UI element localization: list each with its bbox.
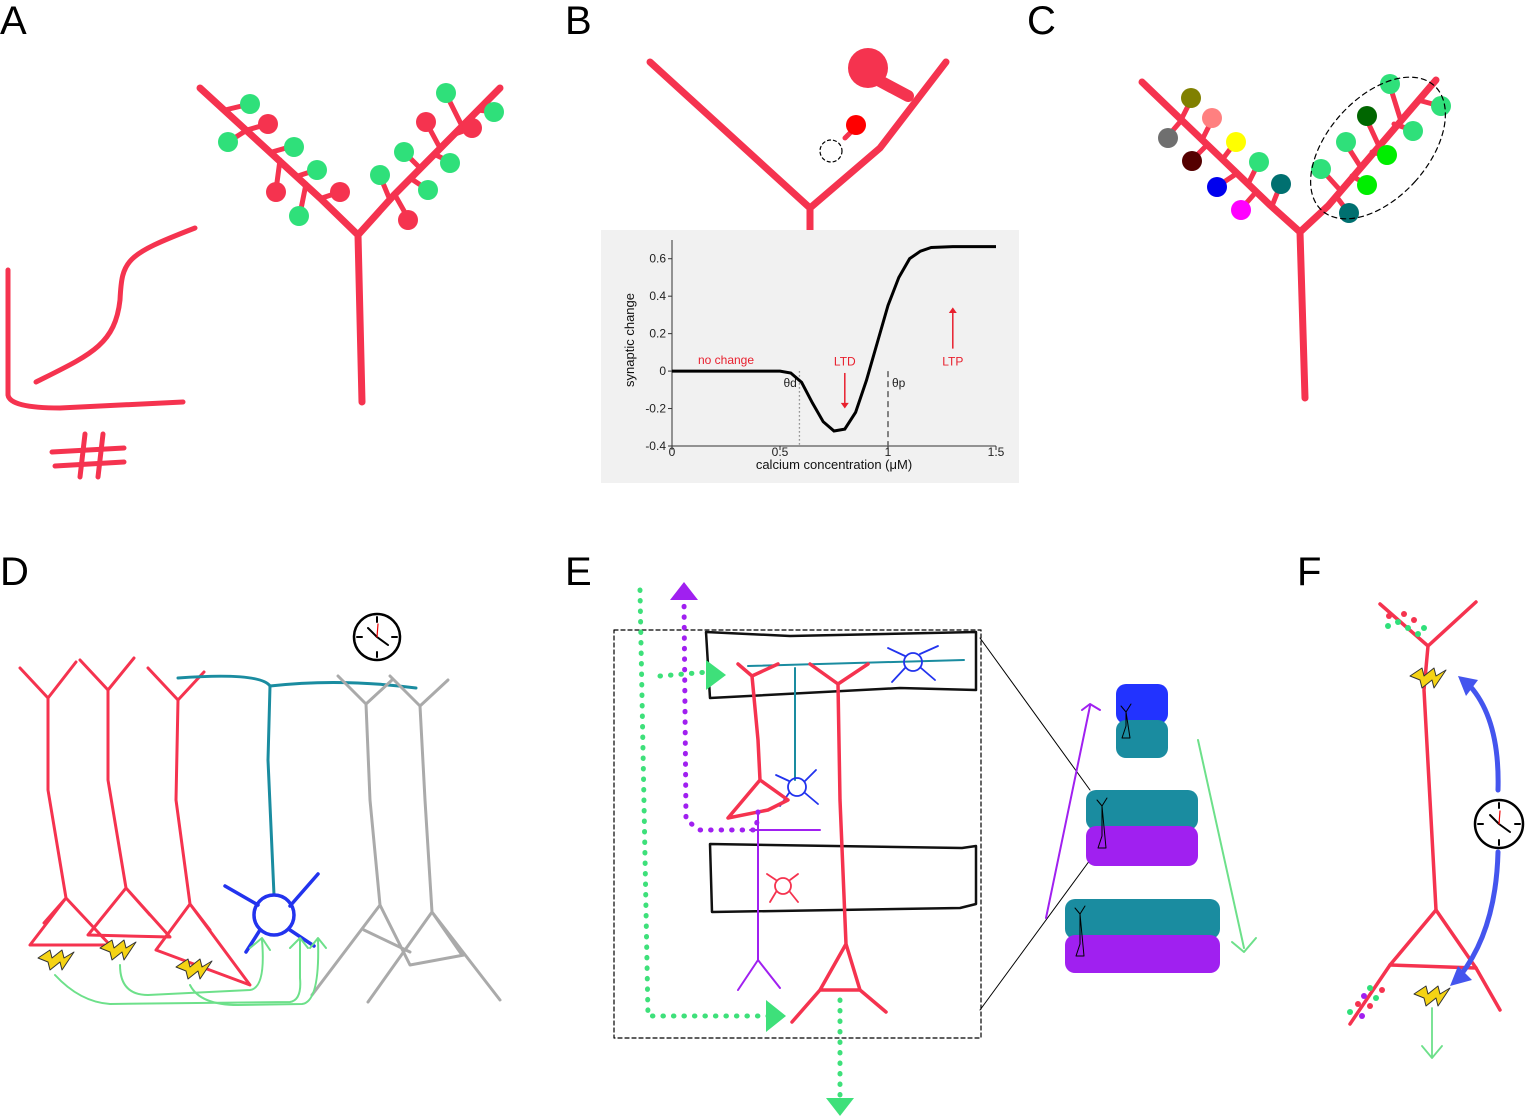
y-tick-label: 0.6 (649, 252, 666, 266)
top-down-bottom-up-arrows (1045, 703, 1257, 953)
ltd-arrowhead (840, 402, 849, 409)
panel-e (613, 582, 1257, 1116)
x-tick-label: 1 (885, 445, 892, 459)
dendrite-tree-c (1138, 76, 1440, 402)
y-ticks: 0.6 0.4 0.2 0 -0.2 -0.4 (645, 252, 672, 453)
clock-icon (352, 612, 402, 662)
spike-dots-bottom (1347, 985, 1385, 1019)
panel-label-e: E (565, 550, 592, 594)
interneuron-e (747, 659, 965, 781)
panel-b-dendrite (646, 48, 950, 234)
pyramidal-neurons-active (18, 656, 252, 987)
pyramidal-neurons-e (726, 662, 888, 1024)
plasticity-curve (672, 245, 996, 433)
arrowheads-e (670, 582, 854, 1116)
x-ticks: 0 0.5 1 1.5 (669, 445, 1005, 459)
spine-heads-c (1158, 74, 1451, 223)
axes-sketch (5, 267, 186, 411)
recurrent-feedback (54, 937, 327, 1006)
spike-dots-top (1385, 611, 1427, 637)
inhibitory-cells-e (775, 645, 939, 807)
x-axis-label: calcium concentration (μM) (756, 457, 912, 472)
inhibitory-neuron (223, 872, 320, 954)
y-axis-label: synaptic change (622, 293, 637, 387)
temporal-arrows (1457, 683, 1501, 979)
red-cell-e (766, 873, 799, 903)
panel-label-f: F (1297, 550, 1321, 594)
layer-stack (1065, 684, 1220, 973)
threshold-label: θp (892, 376, 906, 390)
x-tick-label: 1.5 (988, 445, 1005, 459)
lightning-icon (37, 939, 213, 980)
threshold-label: θd (783, 376, 796, 390)
annotation-ltp: LTP (942, 355, 963, 369)
annotation-ltd: LTD (834, 355, 856, 369)
green-dotted-paths (637, 587, 843, 1101)
chart-background (601, 230, 1019, 483)
lightning-icon (1409, 667, 1451, 1007)
threshold-lines: θd θp (783, 371, 906, 446)
ltp-arrowhead (948, 307, 957, 314)
chart-annotations: no change LTD LTP (698, 307, 963, 409)
y-tick-label: -0.2 (645, 402, 666, 416)
small-spine (846, 115, 866, 135)
clock-icon (1473, 798, 1525, 850)
calcium-plasticity-chart: 0.6 0.4 0.2 0 -0.2 -0.4 0 0.5 1 1.5 θd θp no chan… (622, 240, 1005, 472)
spine-heads-a (218, 83, 504, 230)
panel-c (1138, 74, 1451, 402)
microcircuit-box (613, 629, 982, 1039)
hash-icon (49, 431, 127, 480)
mini-neuron-icons (1074, 703, 1132, 957)
y-tick-label: 0 (659, 364, 666, 378)
panel-label-b: B (565, 0, 592, 43)
annotation-no-change: no change (698, 353, 754, 367)
arrowhead-down (1450, 966, 1472, 986)
sigmoid-sketch (33, 225, 198, 385)
x-tick-label: 0.5 (772, 445, 789, 459)
panel-label-a: A (0, 0, 27, 43)
y-tick-label: 0.4 (649, 289, 666, 303)
purple-neuron-e (737, 811, 821, 991)
x-tick-label: 0 (669, 445, 676, 459)
large-spine (848, 48, 888, 88)
pyramidal-neurons-inactive (310, 674, 502, 1004)
interneuron-axon (176, 674, 418, 897)
lower-layer (708, 842, 978, 914)
pyramidal-neuron-f (1348, 600, 1502, 1026)
clustered-spines-outline (1310, 76, 1446, 220)
purple-dotted-path (681, 597, 761, 833)
arrowhead-up (1458, 676, 1478, 696)
panel-label-d: D (0, 550, 29, 594)
panel-label-c: C (1027, 0, 1056, 43)
y-tick-label: 0.2 (649, 327, 666, 341)
lost-spine-outline (819, 139, 843, 163)
upper-layer (704, 630, 978, 700)
panel-d (18, 612, 502, 1006)
panel-f (1347, 600, 1525, 1059)
output-arrow-f (1421, 1007, 1443, 1059)
y-tick-label: -0.4 (645, 439, 666, 453)
panel-a (5, 83, 504, 480)
